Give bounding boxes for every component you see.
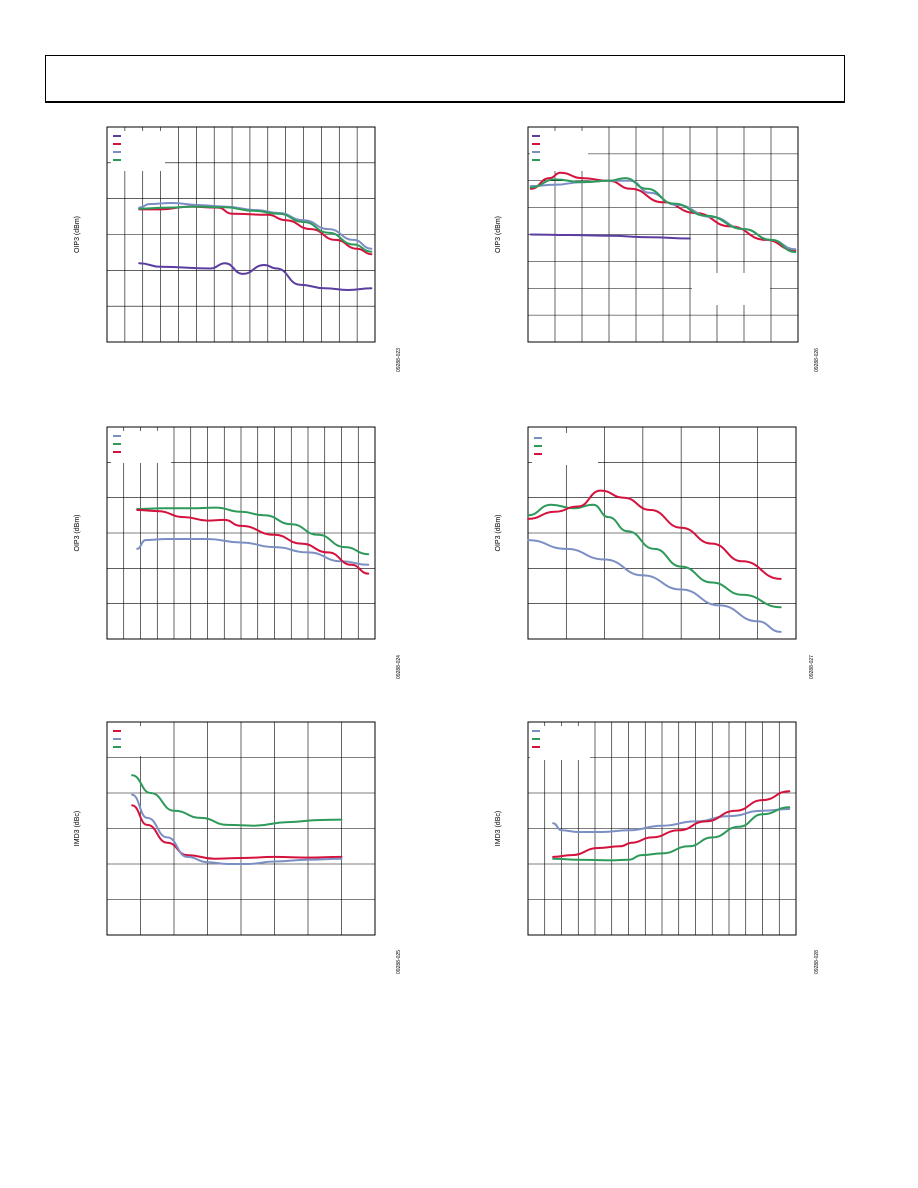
blank-annotation-box (692, 273, 770, 305)
chart-panel-oip3-middle-right: OIP3 (dBm) 09288-027 (470, 415, 840, 685)
chart-panel-imd3-bottom-right: IMD3 (dBc) 09288-028 (470, 710, 840, 980)
series-line-green (552, 806, 791, 862)
legend (111, 131, 165, 171)
series-line-red (527, 489, 782, 580)
chart-panel-oip3-top-right: OIP3 (dBm) 09288-026 (470, 115, 840, 385)
y-axis-label: OIP3 (dBm) (495, 216, 502, 253)
chart-svg: OIP3 (dBm) 09288-026 (495, 126, 820, 372)
series-line-blue (527, 539, 782, 633)
y-axis-label: IMD3 (dBc) (74, 811, 81, 846)
y-axis-label: IMD3 (dBc) (495, 811, 502, 846)
chart-panel-imd3-bottom-left: IMD3 (dBc) 09288-025 (45, 710, 415, 980)
series-line-blue (131, 793, 343, 865)
series-line-purple (529, 233, 691, 240)
series-line-green (131, 774, 343, 827)
page-header-box (45, 55, 845, 103)
chart-svg: IMD3 (dBc) 09288-028 (495, 721, 820, 974)
y-axis-label: OIP3 (dBm) (495, 515, 502, 552)
series-line-green (136, 506, 370, 556)
legend (530, 131, 588, 171)
chart-svg: OIP3 (dBm) 09288-027 (495, 426, 815, 679)
series-line-blue (552, 808, 791, 833)
figure-code: 09288-028 (814, 950, 820, 974)
chart-svg: OIP3 (dBm) 09288-023 (74, 126, 402, 372)
figure-code: 09288-023 (396, 348, 402, 372)
figure-code: 09288-025 (396, 950, 402, 974)
legend (532, 433, 598, 465)
figure-code: 09288-024 (396, 655, 402, 679)
series-line-purple (138, 262, 373, 291)
chart-panel-oip3-middle-left: OIP3 (dBm) 09288-024 (45, 415, 415, 685)
series-line-green (529, 177, 797, 253)
y-axis-label: OIP3 (dBm) (74, 216, 81, 253)
series-line-green (527, 503, 782, 609)
legend (111, 431, 171, 463)
figure-code: 09288-027 (809, 655, 815, 679)
series-line-red (552, 790, 791, 858)
chart-panel-oip3-top-left: OIP3 (dBm) 09288-023 (45, 115, 415, 385)
series-line-green (138, 205, 373, 253)
legend-box (532, 433, 598, 465)
y-axis-label: OIP3 (dBm) (74, 515, 81, 552)
figure-code: 09288-026 (814, 348, 820, 372)
legend (530, 726, 590, 760)
series-line-red (136, 509, 370, 575)
series-line-red (131, 804, 343, 860)
legend (111, 726, 167, 756)
chart-svg: IMD3 (dBc) 09288-025 (74, 721, 402, 974)
series-line-blue (136, 538, 370, 566)
chart-svg: OIP3 (dBm) 09288-024 (74, 426, 402, 679)
